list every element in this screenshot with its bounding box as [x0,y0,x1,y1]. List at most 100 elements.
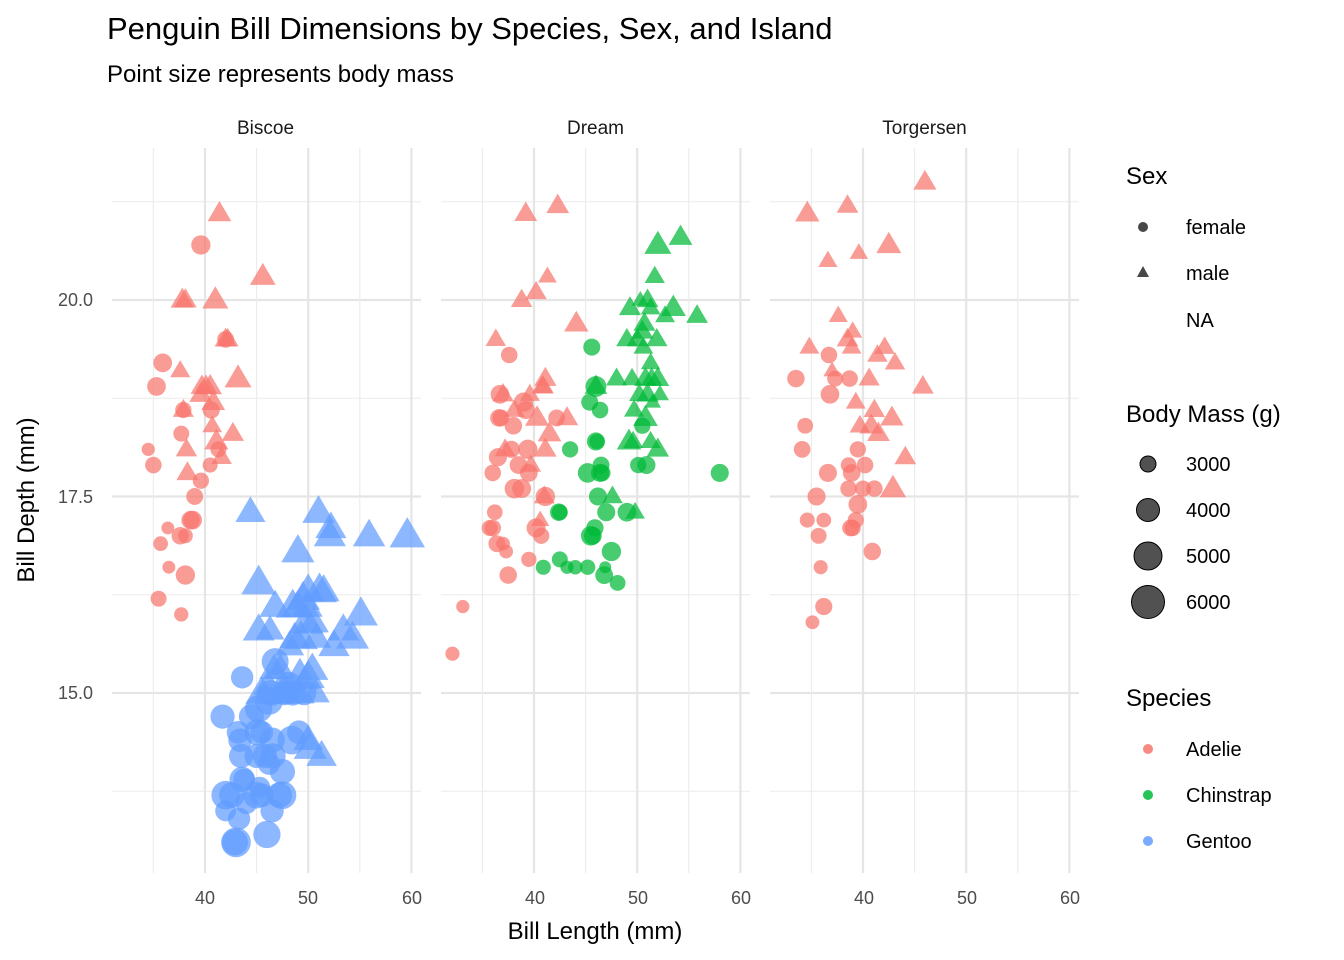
data-point-gentoo-female [269,758,296,785]
data-point-adelie-male [249,262,276,285]
data-point-adelie-female [518,439,538,460]
data-point-gentoo-male [253,669,283,695]
x-tick-label: 60 [731,888,751,908]
data-point-adelie-female [841,370,858,387]
data-point-chinstrap-male [646,437,670,457]
data-point-adelie-female [153,353,173,373]
data-point-adelie-female [512,479,532,499]
data-point-adelie-female [847,511,864,529]
data-point-adelie-female [173,425,190,442]
data-point-adelie-female [816,512,832,528]
data-point-adelie-male [520,454,542,472]
data-point-adelie-male [519,383,540,401]
legend-chinstrap-swatch [1143,790,1153,800]
legend-sex-title: Sex [1126,163,1167,190]
data-point-chinstrap-male [633,336,654,354]
data-point-adelie-male [818,250,838,267]
data-points [141,169,937,858]
data-point-adelie-male [533,485,555,504]
data-point-adelie-female [150,590,167,607]
data-point-gentoo-female [211,780,240,810]
data-point-adelie-male [876,231,902,254]
data-point-adelie-female [484,464,502,482]
legend-species: Species Adelie Chinstrap Gentoo [1126,685,1272,853]
data-point-chinstrap-female [637,456,656,475]
data-point-gentoo-male [235,496,266,523]
legend-size-3000 [1139,455,1157,473]
data-point-gentoo-male [281,534,315,563]
y-tick-label: 17.5 [58,487,93,507]
legend-species-gentoo: Gentoo [1186,831,1252,853]
data-point-chinstrap-female [599,561,612,574]
data-point-adelie-male [202,415,223,433]
legend-gentoo-swatch [1143,836,1153,846]
data-point-adelie-male [795,200,820,222]
data-point-adelie-male [537,421,562,442]
data-point-adelie-female [145,456,162,474]
data-point-gentoo-male [302,495,335,523]
data-point-adelie-female [797,417,814,434]
data-point-adelie-female [174,607,189,622]
data-point-gentoo-female [221,827,251,858]
data-point-chinstrap-male [602,485,623,504]
data-point-gentoo-male [241,564,277,595]
legend-size-title: Body Mass (g) [1126,401,1281,428]
data-point-adelie-male [879,474,907,498]
data-point-adelie-male [170,360,191,378]
data-point-chinstrap-male [646,366,670,387]
data-point-gentoo-male [318,629,350,657]
legend-size-label: 6000 [1186,592,1231,614]
data-point-chinstrap-male [622,430,644,449]
data-point-gentoo-male [315,511,347,539]
data-point-adelie-female [820,384,840,404]
data-point-adelie-male [485,328,507,346]
data-point-adelie-female [192,472,210,489]
data-point-gentoo-female [268,781,297,810]
data-point-adelie-female [866,480,883,497]
data-point-gentoo-female [243,781,270,809]
data-point-chinstrap-male [618,296,642,316]
data-point-chinstrap-female [588,487,608,506]
data-point-chinstrap-female [579,559,596,575]
data-point-adelie-male [538,266,557,283]
data-point-adelie-female [793,440,811,458]
data-point-adelie-female [840,480,857,497]
data-point-adelie-male [858,367,880,386]
data-point-gentoo-female [230,666,254,689]
legend-size-label: 5000 [1186,546,1231,568]
data-point-adelie-male [224,364,252,388]
data-point-adelie-male [534,366,557,386]
data-point-adelie-male [198,373,223,395]
data-point-adelie-male [525,280,547,300]
data-point-adelie-female [177,528,193,544]
data-point-adelie-female [863,542,882,561]
facet-label-torgersen: Torgersen [882,118,967,139]
data-point-adelie-male [531,510,550,527]
data-point-gentoo-male [352,518,386,547]
data-point-chinstrap-female [568,560,583,575]
data-point-adelie-male [525,405,550,426]
x-tick-label: 50 [957,888,977,908]
legend-sex-male: male [1186,263,1229,285]
data-point-adelie-female [186,488,204,505]
data-point-adelie-male [534,437,557,457]
data-point-adelie-male [555,406,579,426]
data-point-adelie-female [799,512,815,528]
data-point-chinstrap-male [660,294,686,317]
data-point-adelie-male [510,288,533,308]
data-point-adelie-female [183,510,202,530]
data-point-chinstrap-female [586,519,604,537]
data-point-adelie-male [911,374,934,394]
data-point-adelie-male [880,405,904,426]
data-point-adelie-female [842,464,861,482]
y-tick-label: 20.0 [58,290,93,310]
data-point-chinstrap-female [551,504,568,521]
data-point-chinstrap-male [644,265,665,284]
data-point-adelie-female [492,409,510,427]
data-point-chinstrap-male [621,367,643,386]
data-point-adelie-female [445,646,460,661]
data-point-chinstrap-female [593,464,611,482]
data-point-gentoo-female [210,704,235,729]
legend-adelie-swatch [1143,744,1153,754]
